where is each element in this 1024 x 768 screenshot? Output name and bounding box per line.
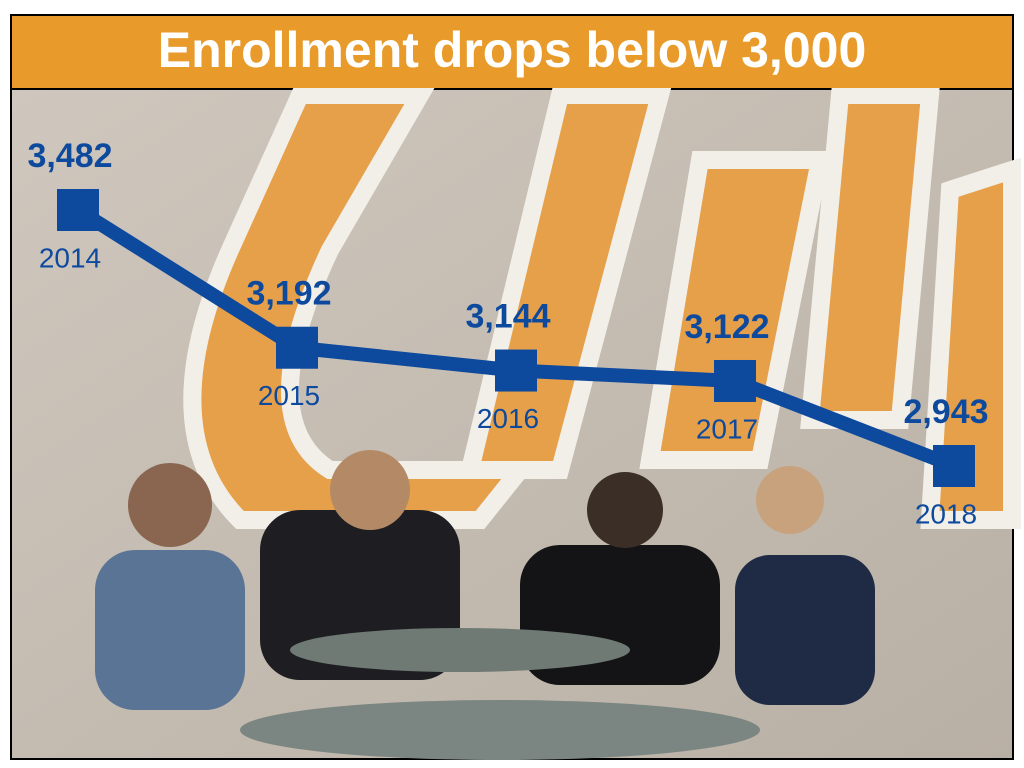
value-label: 3,192 (246, 275, 331, 313)
x-label: 2014 (39, 242, 101, 273)
value-label: 2,943 (903, 393, 988, 431)
x-label: 2015 (258, 380, 320, 411)
photo-people (95, 450, 875, 760)
x-label: 2017 (696, 413, 758, 444)
marker (933, 445, 975, 487)
value-label: 3,122 (684, 308, 769, 346)
title-bar (12, 16, 1012, 88)
x-label: 2018 (915, 498, 977, 529)
chart-title: Enrollment drops below 3,000 (158, 22, 867, 78)
x-label: 2016 (477, 403, 539, 434)
marker (276, 326, 318, 369)
marker (714, 359, 756, 402)
value-label: 3,482 (27, 137, 112, 175)
value-label: 3,144 (465, 298, 550, 336)
marker (57, 189, 99, 231)
marker (495, 349, 537, 392)
